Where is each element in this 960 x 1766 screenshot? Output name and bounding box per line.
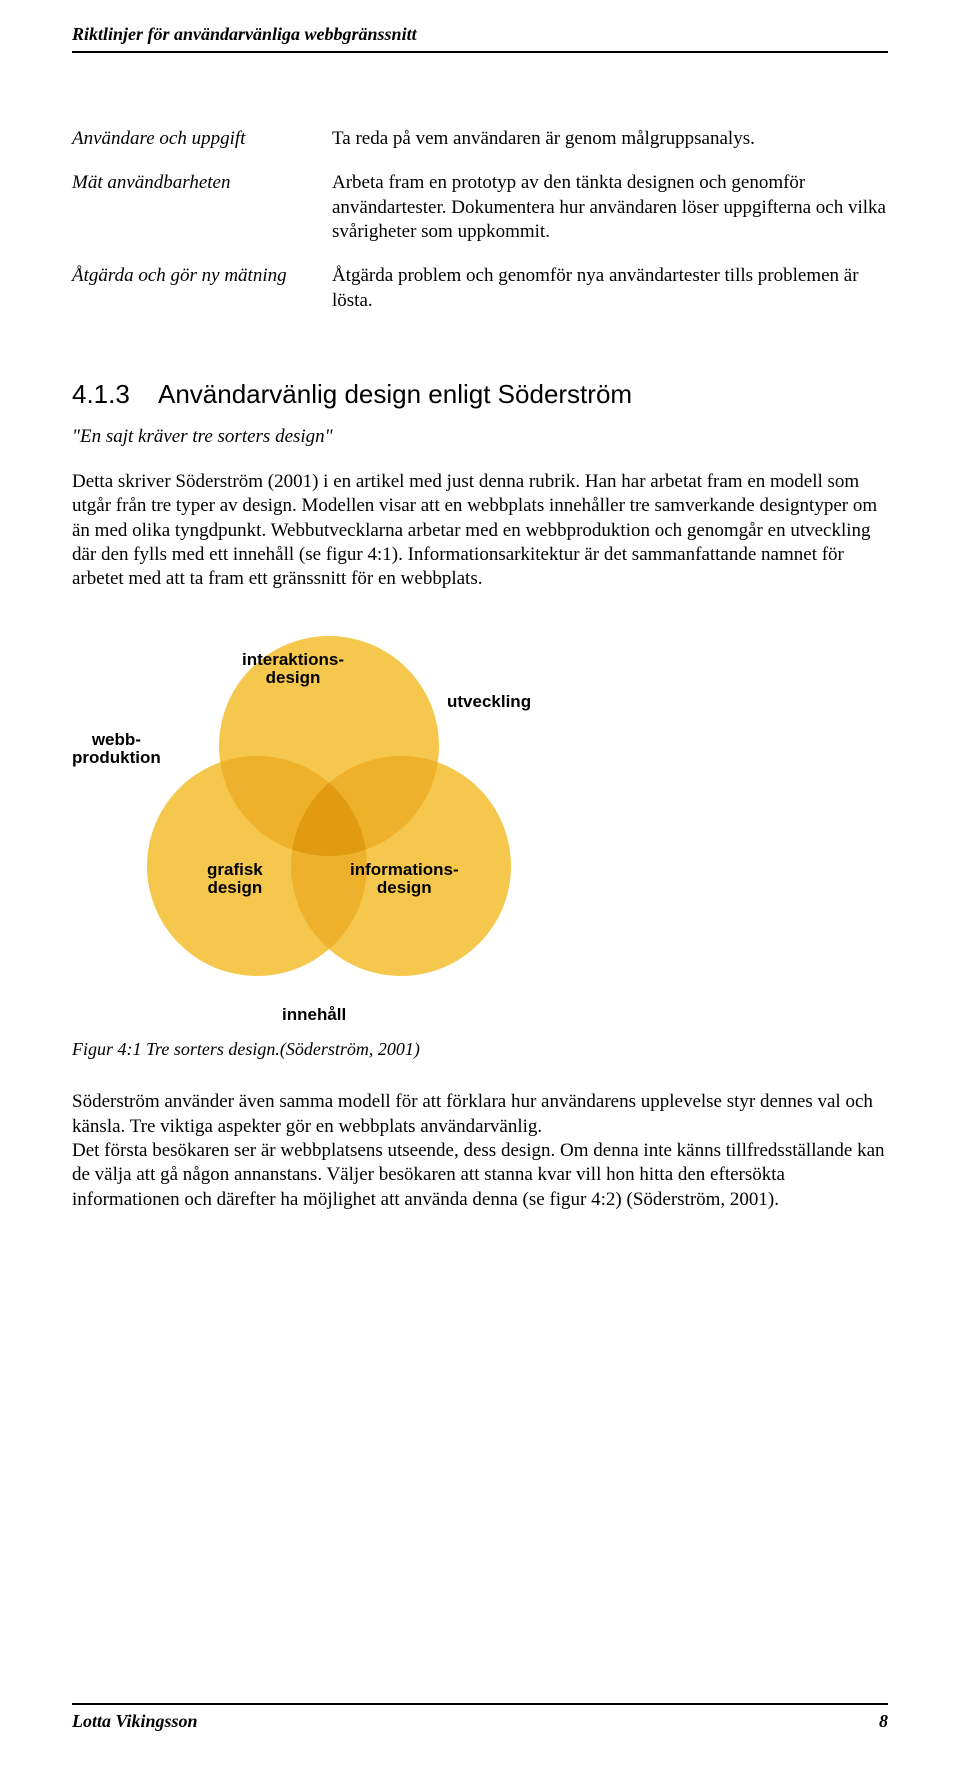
footer-page-number: 8 xyxy=(879,1711,888,1732)
venn-diagram: webb- produktion interaktions- design ut… xyxy=(72,611,592,1031)
definitions-table: Användare och uppgift Ta reda på vem anv… xyxy=(72,117,888,323)
section-heading: 4.1.3Användarvänlig design enligt Söders… xyxy=(72,379,888,410)
page: Riktlinjer för användarvänliga webbgräns… xyxy=(0,0,960,1766)
section-title: Användarvänlig design enligt Söderström xyxy=(158,379,632,409)
definition-row: Mät användbarheten Arbeta fram en protot… xyxy=(72,161,888,254)
body-paragraph: Detta skriver Söderström (2001) i en art… xyxy=(72,470,888,592)
definition-desc: Arbeta fram en prototyp av den tänkta de… xyxy=(332,161,888,254)
venn-label-webbproduktion: webb- produktion xyxy=(72,731,161,767)
venn-label-informationsdesign: informations- design xyxy=(350,861,459,897)
definition-term: Åtgärda och gör ny mätning xyxy=(72,254,332,323)
body-paragraph: Söderström använder även samma modell fö… xyxy=(72,1090,888,1212)
venn-label-interaktionsdesign: interaktions- design xyxy=(242,651,344,687)
figure-caption: Figur 4:1 Tre sorters design.(Söderström… xyxy=(72,1039,888,1060)
definition-term: Mät användbarheten xyxy=(72,161,332,254)
venn-label-innehall: innehåll xyxy=(282,1006,346,1024)
venn-label-grafisk-design: grafisk design xyxy=(207,861,263,897)
footer-author: Lotta Vikingsson xyxy=(72,1711,198,1732)
definition-row: Användare och uppgift Ta reda på vem anv… xyxy=(72,117,888,161)
running-head: Riktlinjer för användarvänliga webbgräns… xyxy=(72,24,888,53)
page-footer: Lotta Vikingsson 8 xyxy=(72,1703,888,1732)
section-number: 4.1.3 xyxy=(72,379,158,410)
definition-term: Användare och uppgift xyxy=(72,117,332,161)
definition-desc: Åtgärda problem och genomför nya använda… xyxy=(332,254,888,323)
venn-label-utveckling: utveckling xyxy=(447,693,531,711)
quote: "En sajt kräver tre sorters design" xyxy=(72,426,888,448)
definition-desc: Ta reda på vem användaren är genom målgr… xyxy=(332,117,888,161)
definition-row: Åtgärda och gör ny mätning Åtgärda probl… xyxy=(72,254,888,323)
